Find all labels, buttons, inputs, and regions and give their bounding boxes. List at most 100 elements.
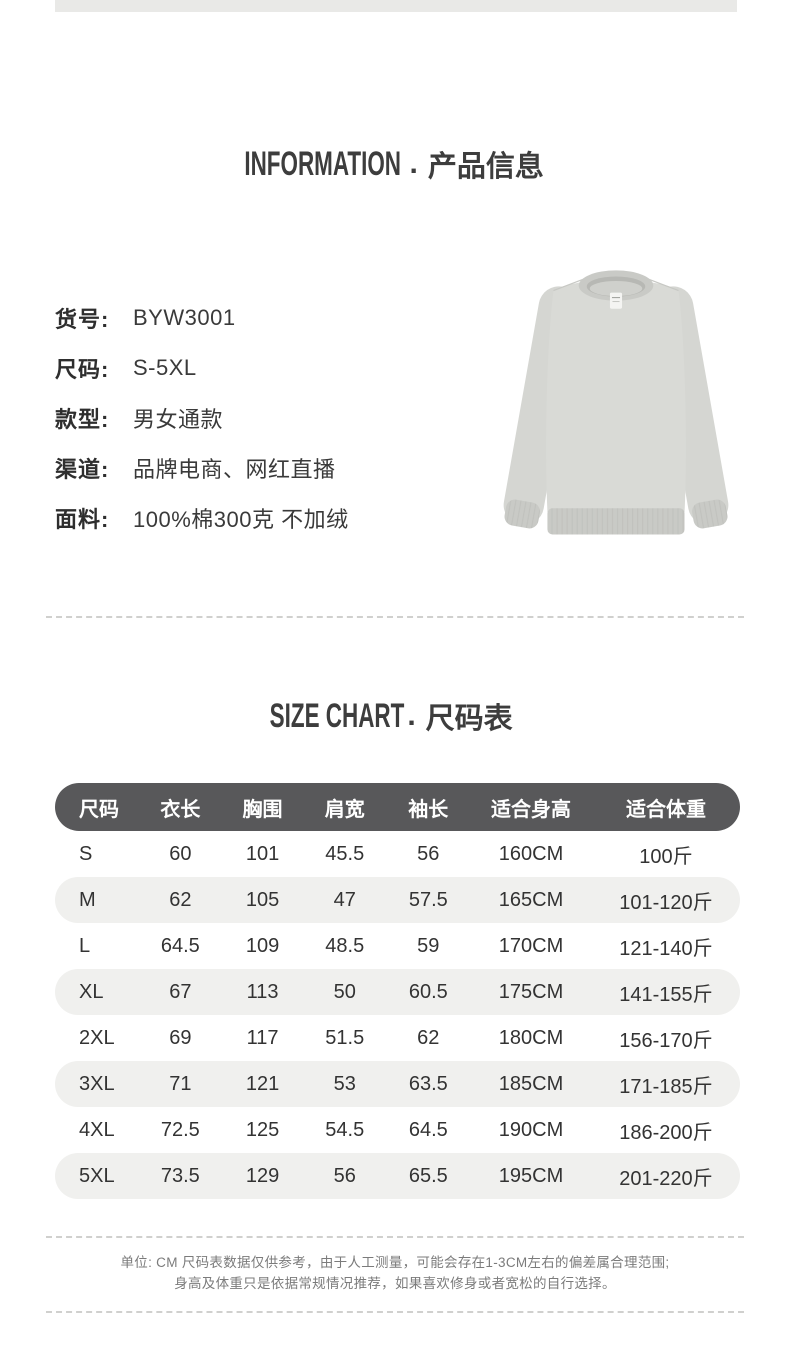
table-cell: 62 (169, 888, 192, 911)
product-image (490, 256, 742, 564)
spec-row: 渠道: 品牌电商、网红直播 (55, 454, 475, 482)
spec-label: 面料: (55, 507, 110, 532)
table-cell: 64.5 (408, 1118, 448, 1141)
note-line: 身高及体重只是依据常规情况推荐，如果喜欢修身或者宽松的自行选择。 (174, 1276, 616, 1291)
table-cell: 65.5 (408, 1164, 448, 1187)
table-cell: 51.5 (325, 1026, 365, 1049)
table-row: L 64.5 109 48.5 59 170CM 121-140斤 (55, 923, 740, 969)
top-strip (55, 0, 737, 12)
table-cell: 201-220斤 (619, 1167, 713, 1190)
neck-label (609, 292, 623, 309)
table-cell: 64.5 (160, 934, 200, 957)
table-cell: 160CM (498, 842, 564, 865)
table-cell: 60 (169, 842, 192, 865)
title-dot: . (409, 147, 418, 180)
table-cell: 60.5 (408, 980, 448, 1003)
table-cell: 125 (245, 1118, 280, 1141)
table-header-cell: 适合身高 (491, 798, 572, 821)
table-header-row: 尺码 衣长 胸围 肩宽 袖长 适合身高 适合体重 (55, 783, 740, 831)
table-cell: 69 (169, 1026, 192, 1049)
table-cell: 47 (333, 888, 356, 911)
spec-value: 男女通款 (133, 407, 224, 432)
spec-value: 品牌电商、网红直播 (133, 457, 336, 482)
dashed-divider (46, 616, 744, 618)
table-cell: 67 (169, 980, 192, 1003)
table-cell: 101-120斤 (619, 891, 713, 914)
size-title-zh: 尺码表 (425, 703, 513, 735)
size-note: 单位: CM 尺码表数据仅供参考，由于人工测量，可能会存在1-3CM左右的偏差属… (0, 1252, 790, 1294)
table-cell: 141-155斤 (619, 983, 713, 1006)
table-row: 5XL 73.5 129 56 65.5 195CM 201-220斤 (55, 1153, 740, 1199)
table-cell: 57.5 (408, 888, 448, 911)
table-cell: 48.5 (325, 934, 365, 957)
table-cell: 62 (417, 1026, 440, 1049)
table-cell: 3XL (79, 1072, 115, 1095)
table-body: S 60 101 45.5 56 160CM 100斤 M 62 105 47 57.5 165CM 10… (55, 831, 740, 1199)
table-cell: 56 (333, 1164, 356, 1187)
table-cell: 5XL (79, 1164, 115, 1187)
table-cell: 53 (333, 1072, 356, 1095)
table-cell: 121 (245, 1072, 280, 1095)
table-header-cell: 肩宽 (324, 798, 365, 821)
info-title-en: INFORMATION (244, 144, 402, 183)
table-cell: M (79, 888, 96, 911)
table-cell: 54.5 (325, 1118, 365, 1141)
table-cell: 73.5 (160, 1164, 200, 1187)
table-header-cell: 适合体重 (625, 798, 706, 821)
spec-row: 款型: 男女通款 (55, 404, 475, 432)
spec-value: BYW3001 (133, 305, 236, 330)
table-cell: 4XL (79, 1118, 115, 1141)
table-cell: 113 (246, 980, 279, 1003)
table-cell: 170CM (498, 934, 564, 957)
table-cell: 117 (246, 1026, 279, 1049)
spec-row: 货号: BYW3001 (55, 304, 475, 332)
table-cell: 71 (169, 1072, 192, 1095)
spec-label: 款型: (55, 407, 110, 432)
table-cell: XL (79, 980, 104, 1003)
table-header-cell: 尺码 (79, 798, 119, 821)
info-section-title: INFORMATION . 产品信息 (0, 143, 790, 185)
table-cell: 50 (333, 980, 356, 1003)
spec-row: 面料: 100%棉300克 不加绒 (55, 504, 475, 532)
size-title-en: SIZE CHART (269, 696, 405, 735)
table-cell: 165CM (498, 888, 564, 911)
info-title-zh: 产品信息 (427, 151, 544, 183)
table-cell: 45.5 (325, 842, 365, 865)
table-cell: 72.5 (160, 1118, 200, 1141)
table-cell: 175CM (498, 980, 564, 1003)
table-cell: 2XL (79, 1026, 115, 1049)
table-cell: 190CM (498, 1118, 564, 1141)
table-row: S 60 101 45.5 56 160CM 100斤 (55, 831, 740, 877)
title-dot: . (407, 699, 416, 732)
table-cell: S (79, 842, 93, 865)
table-row: 2XL 69 117 51.5 62 180CM 156-170斤 (55, 1015, 740, 1061)
table-cell: L (79, 934, 91, 957)
table-row: 4XL 72.5 125 54.5 64.5 190CM 186-200斤 (55, 1107, 740, 1153)
sweatshirt-graphic (503, 270, 729, 535)
table-cell: 101 (245, 842, 280, 865)
table-cell: 109 (245, 934, 280, 957)
table-cell: 195CM (498, 1164, 564, 1187)
dashed-divider (46, 1311, 744, 1313)
table-cell: 56 (417, 842, 440, 865)
spec-label: 尺码: (55, 357, 110, 382)
spec-label: 货号: (55, 307, 110, 332)
table-cell: 100斤 (639, 845, 693, 868)
table-cell: 63.5 (408, 1072, 448, 1095)
size-chart-table: 尺码 衣长 胸围 肩宽 袖长 适合身高 适合体重 S 60 101 45.5 56 160CM 100斤… (55, 783, 740, 1199)
table-row: 3XL 71 121 53 63.5 185CM 171-185斤 (55, 1061, 740, 1107)
table-cell: 105 (245, 888, 280, 911)
dashed-divider (46, 1236, 744, 1238)
table-cell: 180CM (498, 1026, 564, 1049)
table-cell: 129 (245, 1164, 280, 1187)
product-specs: 货号: BYW3001 尺码: S-5XL 款型: 男女通款 渠道: 品牌电商、网红直播 面料:… (55, 304, 475, 554)
note-line: 单位: CM 尺码表数据仅供参考，由于人工测量，可能会存在1-3CM左右的偏差属… (120, 1255, 670, 1270)
spec-row: 尺码: S-5XL (55, 354, 475, 382)
table-header-cell: 胸围 (242, 798, 283, 821)
table-header-cell: 袖长 (408, 798, 449, 821)
spec-value: S-5XL (133, 355, 197, 380)
spec-label: 渠道: (55, 457, 110, 482)
size-section-title: SIZE CHART . 尺码表 (0, 695, 790, 737)
spec-value: 100%棉300克 不加绒 (133, 507, 349, 532)
